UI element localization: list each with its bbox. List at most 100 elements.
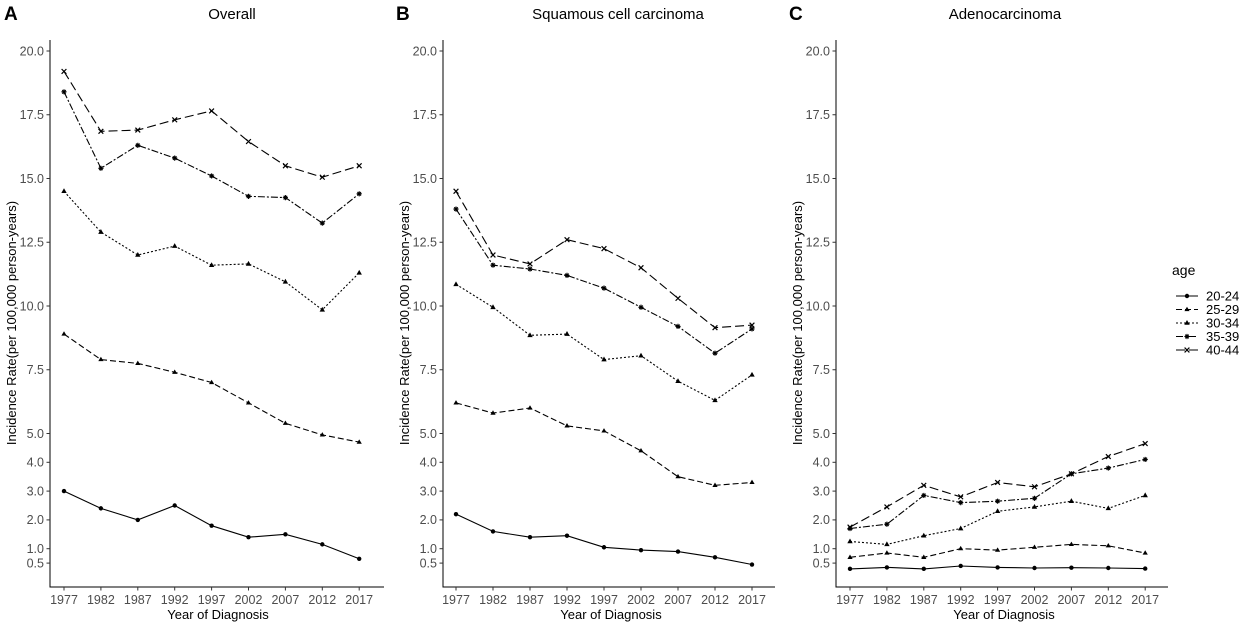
data-point [209, 173, 215, 179]
data-point [527, 534, 533, 540]
data-point [356, 191, 362, 197]
data-point [638, 304, 644, 310]
x-axis-title: Year of Diagnosis [167, 607, 269, 622]
x-axis-ticks: 1977 1982 1987 1992 1997 2002 2007 2012 2017 [50, 587, 373, 607]
data-point [564, 236, 570, 243]
legend-key-marker [1184, 306, 1190, 312]
x-tick-label: 2017 [1131, 593, 1159, 607]
data-point [884, 550, 890, 555]
data-point [749, 562, 755, 567]
y-tick-label: 17.5 [20, 108, 44, 122]
data-point [61, 68, 67, 75]
y-tick-label: 1.0 [420, 542, 437, 556]
legend-item: 20-24 [1176, 289, 1239, 304]
series-line [455, 283, 753, 402]
panel-label: A [4, 4, 18, 25]
y-tick-label: 0.5 [420, 556, 437, 570]
axes [835, 40, 1168, 588]
y-tick-label: 10.0 [20, 299, 44, 313]
data-point [246, 534, 251, 540]
data-point [61, 331, 67, 336]
y-tick-label: 7.5 [27, 363, 44, 377]
series-30-34 [453, 281, 755, 403]
y-tick-label: 5.0 [813, 427, 830, 441]
panel-overall: A Overall Year of Diagnosis Incidence Ra… [4, 4, 384, 622]
y-tick-label: 5.0 [420, 427, 437, 441]
data-point [564, 423, 570, 428]
data-point [527, 261, 533, 267]
data-point [208, 108, 215, 114]
series-20-24 [847, 563, 1148, 572]
chart-title: Adenocarcinoma [949, 6, 1062, 23]
y-tick-label: 2.0 [27, 513, 44, 527]
data-point [1105, 505, 1111, 511]
data-point [319, 432, 325, 437]
axes [49, 40, 384, 588]
data-point [527, 405, 533, 410]
data-point [319, 306, 325, 312]
x-tick-label: 2012 [308, 593, 336, 607]
x-tick-label: 2002 [627, 593, 655, 607]
data-point [453, 281, 459, 287]
data-point [638, 547, 644, 553]
y-tick-label: 12.5 [20, 236, 44, 250]
data-point [1068, 470, 1075, 477]
y-tick-label: 1.0 [813, 542, 830, 556]
series-layer [847, 440, 1149, 572]
y-tick-label: 4.0 [27, 456, 44, 470]
x-tick-label: 1977 [442, 593, 470, 607]
x-tick-label: 1982 [479, 593, 507, 607]
data-point [995, 565, 1000, 570]
y-tick-label: 15.0 [806, 172, 830, 186]
legend-key-marker [1184, 293, 1190, 299]
data-point [356, 162, 363, 169]
data-point [245, 400, 252, 405]
data-point [921, 554, 927, 559]
data-point [319, 174, 326, 181]
chart-title: Overall [208, 6, 256, 23]
data-point [601, 356, 607, 362]
data-point [1031, 503, 1038, 509]
series-line [455, 513, 753, 566]
y-tick-label: 7.5 [813, 363, 830, 377]
x-tick-label: 1982 [87, 593, 115, 607]
data-point [995, 547, 1001, 552]
panel-adenocarcinoma: C Adenocarcinoma Year of Diagnosis Incid… [789, 4, 1168, 622]
data-point [98, 356, 104, 362]
x-axis-ticks: 1977 1982 1987 1992 1997 2002 2007 2012 2017 [442, 587, 766, 607]
data-point [847, 566, 853, 572]
data-point [1105, 465, 1111, 471]
data-point [884, 504, 890, 510]
y-tick-label: 0.5 [813, 556, 830, 570]
data-point [749, 326, 755, 332]
data-point [319, 220, 325, 226]
data-point [958, 545, 964, 551]
y-tick-label: 5.0 [27, 427, 44, 441]
y-axis-ticks: 0.51.0 2.0 3.0 4.0 5.0 7.5 10.0 12.5 15.0 17.5 20.… [806, 44, 836, 570]
data-point [1106, 565, 1111, 571]
y-tick-label: 17.5 [806, 108, 830, 122]
data-point [638, 264, 644, 271]
y-tick-label: 7.5 [420, 363, 437, 377]
data-point [527, 332, 533, 338]
series-layer [453, 188, 755, 567]
data-point [847, 524, 853, 530]
series-25-29 [61, 331, 362, 444]
data-point [675, 378, 681, 384]
data-point [1105, 543, 1111, 548]
data-point [958, 525, 964, 531]
data-point [1069, 565, 1074, 570]
y-tick-label: 15.0 [20, 172, 44, 186]
y-tick-label: 0.5 [27, 556, 44, 570]
data-point [357, 556, 362, 561]
y-tick-label: 15.0 [413, 172, 437, 186]
legend-item: 35-39 [1176, 329, 1239, 344]
series-line [849, 443, 1146, 528]
x-tick-label: 1977 [50, 593, 78, 607]
series-25-29 [453, 400, 755, 487]
data-point [847, 554, 853, 559]
data-point [1142, 492, 1148, 498]
data-point [1142, 456, 1148, 463]
data-point [209, 379, 215, 385]
data-point [994, 508, 1001, 514]
